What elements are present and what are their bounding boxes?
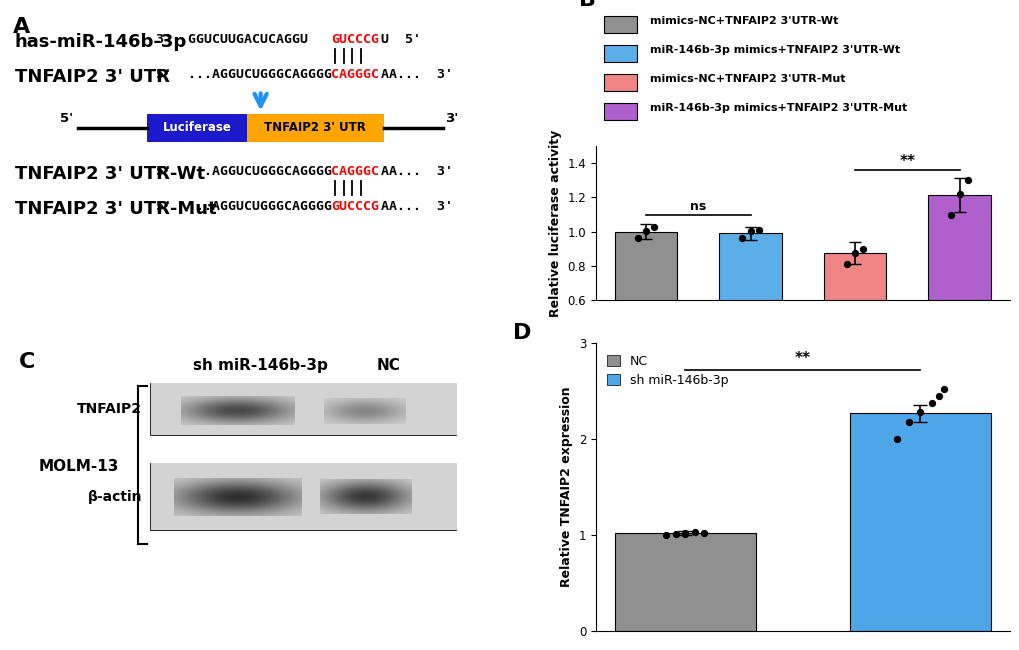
Legend: NC, sh miR-146b-3p: NC, sh miR-146b-3p: [601, 350, 733, 392]
Point: [646, 222, 662, 232]
Point: [911, 407, 927, 417]
Point: [734, 233, 750, 243]
Text: TNFAIP2 3' UTR: TNFAIP2 3' UTR: [264, 122, 366, 135]
Text: B: B: [579, 0, 596, 10]
Point: [695, 528, 711, 538]
Text: GUCCCG: GUCCCG: [331, 33, 379, 46]
Text: 5'  ...AGGUCUGGGCAGGGG: 5' ...AGGUCUGGGCAGGGG: [156, 165, 331, 178]
Text: GUCCCG: GUCCCG: [331, 200, 379, 213]
Point: [930, 391, 947, 401]
Point: [959, 175, 975, 185]
Text: CAGGGC: CAGGGC: [331, 165, 379, 178]
Point: [943, 209, 959, 220]
Bar: [603, 44, 637, 62]
Point: [934, 384, 951, 395]
Point: [951, 189, 967, 200]
Point: [667, 528, 684, 539]
Text: mimics-NC+TNFAIP2 3'UTR-Mut: mimics-NC+TNFAIP2 3'UTR-Mut: [649, 73, 845, 84]
Text: 3': 3': [444, 112, 458, 125]
Point: [846, 248, 862, 258]
Text: miR-146b-3p mimics+TNFAIP2 3'UTR-Wt: miR-146b-3p mimics+TNFAIP2 3'UTR-Wt: [649, 45, 899, 55]
Bar: [247, 114, 383, 142]
Text: CAGGGC: CAGGGC: [331, 68, 379, 81]
Text: sh miR-146b-3p: sh miR-146b-3p: [193, 358, 328, 372]
Point: [677, 528, 693, 538]
Bar: [603, 73, 637, 91]
Text: 5'  ...AGGUCUGGGCAGGGG: 5' ...AGGUCUGGGCAGGGG: [156, 68, 331, 81]
Bar: [151, 384, 455, 436]
Point: [677, 528, 693, 539]
Point: [923, 397, 940, 408]
Text: NC: NC: [376, 358, 399, 372]
Text: 5'  ...AGGUCUGGGCAGGGG: 5' ...AGGUCUGGGCAGGGG: [156, 200, 331, 213]
Bar: [849, 413, 990, 630]
Bar: [614, 533, 755, 630]
Point: [750, 225, 766, 235]
Point: [900, 417, 916, 427]
Text: C: C: [19, 352, 36, 372]
Text: AA...  3': AA... 3': [381, 200, 452, 213]
Text: AA...  3': AA... 3': [381, 165, 452, 178]
Point: [855, 244, 871, 254]
Point: [888, 434, 904, 444]
Text: MOLM-13: MOLM-13: [39, 460, 118, 474]
Text: 5': 5': [60, 112, 73, 125]
Text: AA...  3': AA... 3': [381, 68, 452, 81]
Point: [629, 233, 645, 243]
Point: [637, 226, 653, 236]
Text: **: **: [899, 153, 914, 169]
Text: TNFAIP2 3' UTR-Mut: TNFAIP2 3' UTR-Mut: [14, 200, 216, 218]
Text: TNFAIP2: TNFAIP2: [77, 402, 142, 417]
Text: TNFAIP2 3' UTR: TNFAIP2 3' UTR: [14, 68, 169, 86]
Bar: [603, 16, 637, 33]
Text: A: A: [12, 18, 30, 37]
Bar: [927, 195, 990, 403]
Text: 3'  GGUCUUGACUCAGGU: 3' GGUCUUGACUCAGGU: [156, 33, 308, 46]
Text: U  5': U 5': [381, 33, 421, 46]
Text: miR-146b-3p mimics+TNFAIP2 3'UTR-Mut: miR-146b-3p mimics+TNFAIP2 3'UTR-Mut: [649, 103, 906, 112]
Y-axis label: Relative luciferase activity: Relative luciferase activity: [548, 129, 561, 317]
Text: Luciferase: Luciferase: [162, 122, 231, 135]
Text: has-miR-146b-3p: has-miR-146b-3p: [14, 33, 186, 51]
Text: **: **: [794, 351, 810, 366]
Text: D: D: [513, 323, 531, 343]
Text: β-actin: β-actin: [88, 490, 142, 504]
Text: ns: ns: [690, 200, 706, 213]
Point: [686, 526, 702, 537]
Bar: [151, 464, 455, 530]
Bar: [718, 233, 782, 403]
Point: [742, 226, 758, 236]
Bar: [603, 103, 637, 120]
Bar: [614, 231, 677, 403]
Point: [838, 259, 854, 270]
Point: [657, 530, 674, 540]
Text: TNFAIP2 3' UTR-Wt: TNFAIP2 3' UTR-Wt: [14, 165, 205, 183]
Y-axis label: Relative TNFAIP2 expression: Relative TNFAIP2 expression: [559, 387, 573, 587]
Bar: [147, 114, 247, 142]
Text: mimics-NC+TNFAIP2 3'UTR-Wt: mimics-NC+TNFAIP2 3'UTR-Wt: [649, 16, 838, 25]
Bar: [823, 253, 886, 403]
